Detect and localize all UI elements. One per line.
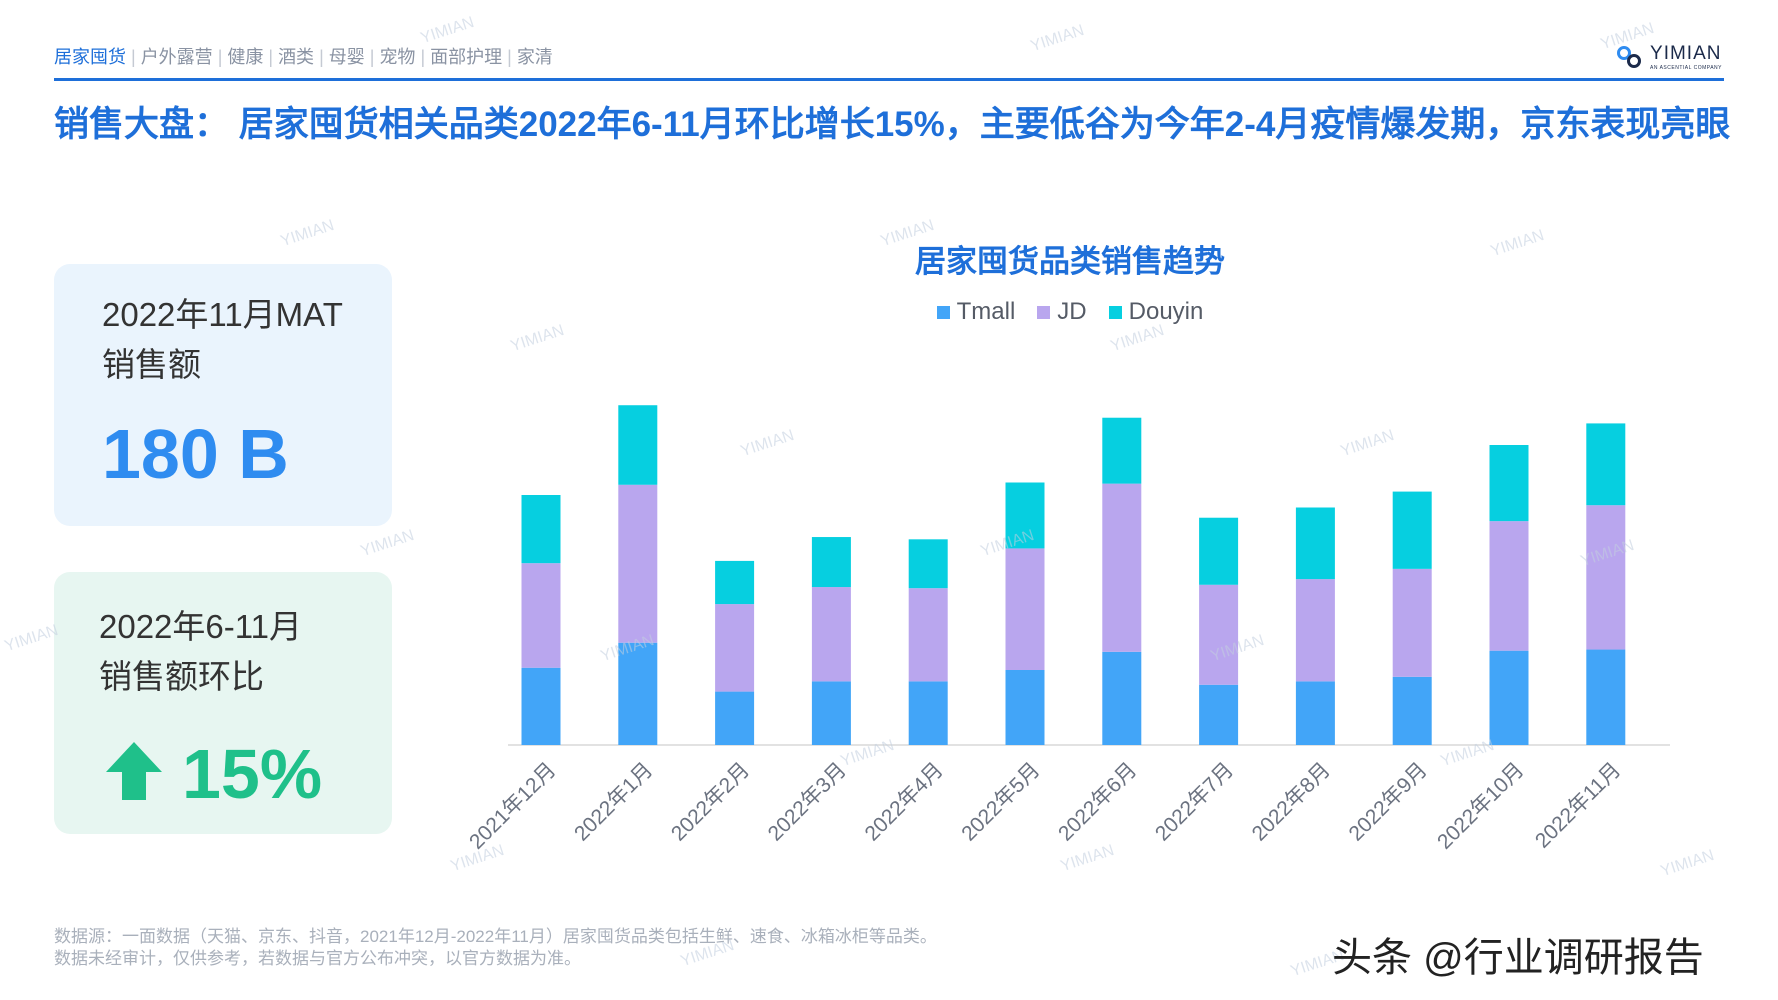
mat-sales-label-line1: 2022年11月MAT [102,296,343,333]
x-tick-label: 2022年4月 [860,758,947,845]
infinity-link-icon [1617,46,1642,68]
legend-swatch-tmall [936,305,950,319]
bar-segment-tmall [908,681,948,745]
x-tick-label: 2022年11月 [1531,758,1625,852]
x-tick-label: 2021年12月 [465,758,561,854]
bar-segment-jd [715,604,755,692]
mat-sales-value: 180 B [102,415,289,493]
bar-segment-douyin [618,405,658,485]
bar-segment-douyin [715,560,755,605]
bar-segment-douyin [1102,417,1142,484]
nav-item-face-care[interactable]: 面部护理 [430,47,503,67]
page-title: 销售大盘： 居家囤货相关品类2022年6-11月环比增长15%，主要低谷为今年2… [54,105,1731,144]
nav-item-home-stocking[interactable]: 居家囤货 [54,47,126,67]
chart-legend: Tmall JD Douyin [780,298,1360,326]
bar-segment-jd [521,563,561,668]
data-source-line2: 数据未经审计，仅供参考，若数据与官方公布冲突，以官方数据为准。 [54,949,581,968]
legend-item-douyin: Douyin [1108,298,1204,326]
bar-segment-jd [1392,568,1432,677]
bar-segment-tmall [1102,651,1142,745]
bar-segment-tmall [521,667,561,745]
bar-segment-jd [1199,584,1239,685]
bar-segment-jd [908,588,948,682]
bar-segment-douyin [908,539,948,589]
bar-segment-tmall [1489,650,1529,745]
nav-item-pets[interactable]: 宠物 [379,47,416,67]
legend-label-douyin: Douyin [1128,298,1204,325]
bar-segment-tmall [811,681,851,745]
bar-segment-douyin [1392,491,1432,569]
nav-separator: | [268,47,274,67]
arrow-up-icon [106,742,162,800]
legend-label-tmall: Tmall [956,298,1016,325]
bar-segment-jd [1489,521,1529,651]
bar-segment-tmall [618,642,658,745]
data-source-line1: 数据源：一面数据（天猫、京东、抖音，2021年12月-2022年11月）居家囤货… [54,927,937,946]
bar-segment-douyin [521,495,561,564]
nav-item-home-cleaning[interactable]: 家清 [516,47,553,67]
brand-tagline: AN ASCENTIAL COMPANY [1650,64,1722,71]
bar-segment-douyin [1586,423,1626,506]
x-tick-label: 2022年6月 [1054,758,1141,845]
bar-segment-jd [811,587,851,682]
bar-segment-douyin [1199,517,1239,585]
nav-separator: | [131,47,136,67]
growth-label-line2: 销售额环比 [99,658,264,695]
nav-item-outdoor-camping[interactable]: 户外露营 [140,47,213,67]
x-tick-label: 2022年9月 [1344,758,1431,845]
brand-name: YIMIAN [1650,42,1722,64]
nav-separator: | [369,47,375,67]
mat-sales-card: 2022年11月MAT 销售额 180 B [54,264,392,526]
bar-segment-tmall [1295,681,1335,745]
bar-segment-douyin [1295,507,1335,580]
x-tick-label: 2022年8月 [1248,758,1335,845]
nav-item-liquor[interactable]: 酒类 [278,47,315,67]
bar-segment-tmall [1005,670,1045,745]
data-source-note: 数据源：一面数据（天猫、京东、抖音，2021年12月-2022年11月）居家囤货… [54,926,937,970]
nav-item-mother-baby[interactable]: 母婴 [328,47,365,67]
bar-segment-tmall [1586,649,1626,745]
nav-separator: | [507,47,512,67]
x-tick-label: 2022年7月 [1151,758,1238,845]
chart-title: 居家囤货品类销售趋势 [915,244,1225,279]
bar-segment-jd [1005,548,1045,670]
growth-card: 2022年6-11月 销售额环比 15% [54,572,392,834]
nav-separator: | [420,47,426,67]
header-rule [54,78,1724,81]
bar-segment-tmall [1392,676,1432,745]
mat-sales-label-line2: 销售额 [102,346,201,383]
x-tick-label: 2022年2月 [667,758,754,845]
legend-label-jd: JD [1057,298,1087,325]
legend-item-jd: JD [1037,298,1087,326]
legend-swatch-jd [1037,305,1051,319]
bar-segment-douyin [811,537,851,588]
bar-segment-jd [1295,579,1335,682]
bar-segment-jd [1586,505,1626,650]
bar-segment-douyin [1489,445,1529,522]
bar-segment-jd [618,484,658,643]
bar-segment-jd [1102,483,1142,652]
legend-swatch-douyin [1108,305,1122,319]
growth-label-line1: 2022年6-11月 [99,608,303,645]
nav-separator: | [319,47,324,67]
x-tick-label: 2022年1月 [570,758,657,845]
x-tick-label: 2022年5月 [957,758,1044,845]
bar-segment-douyin [1005,482,1045,549]
x-tick-label: 2022年3月 [764,758,851,845]
category-nav: 居家囤货 | 户外露营 | 健康 | 酒类 | 母婴 | 宠物 | 面部护理 | 家清 [54,43,553,69]
publisher-credit: 头条 @行业调研报告 [1332,936,1704,980]
legend-item-tmall: Tmall [936,298,1016,326]
x-tick-label: 2022年10月 [1433,758,1529,854]
bar-segment-tmall [715,691,755,745]
brand-logo: YIMIAN AN ASCENTIAL COMPANY [1616,40,1722,74]
growth-label: 2022年6-11月 销售额环比 [99,602,302,702]
mat-sales-label: 2022年11月MAT 销售额 [102,290,343,390]
bar-segment-tmall [1199,684,1239,745]
growth-value: 15% [182,735,323,813]
nav-item-health[interactable]: 健康 [227,47,264,67]
nav-separator: | [217,47,223,67]
